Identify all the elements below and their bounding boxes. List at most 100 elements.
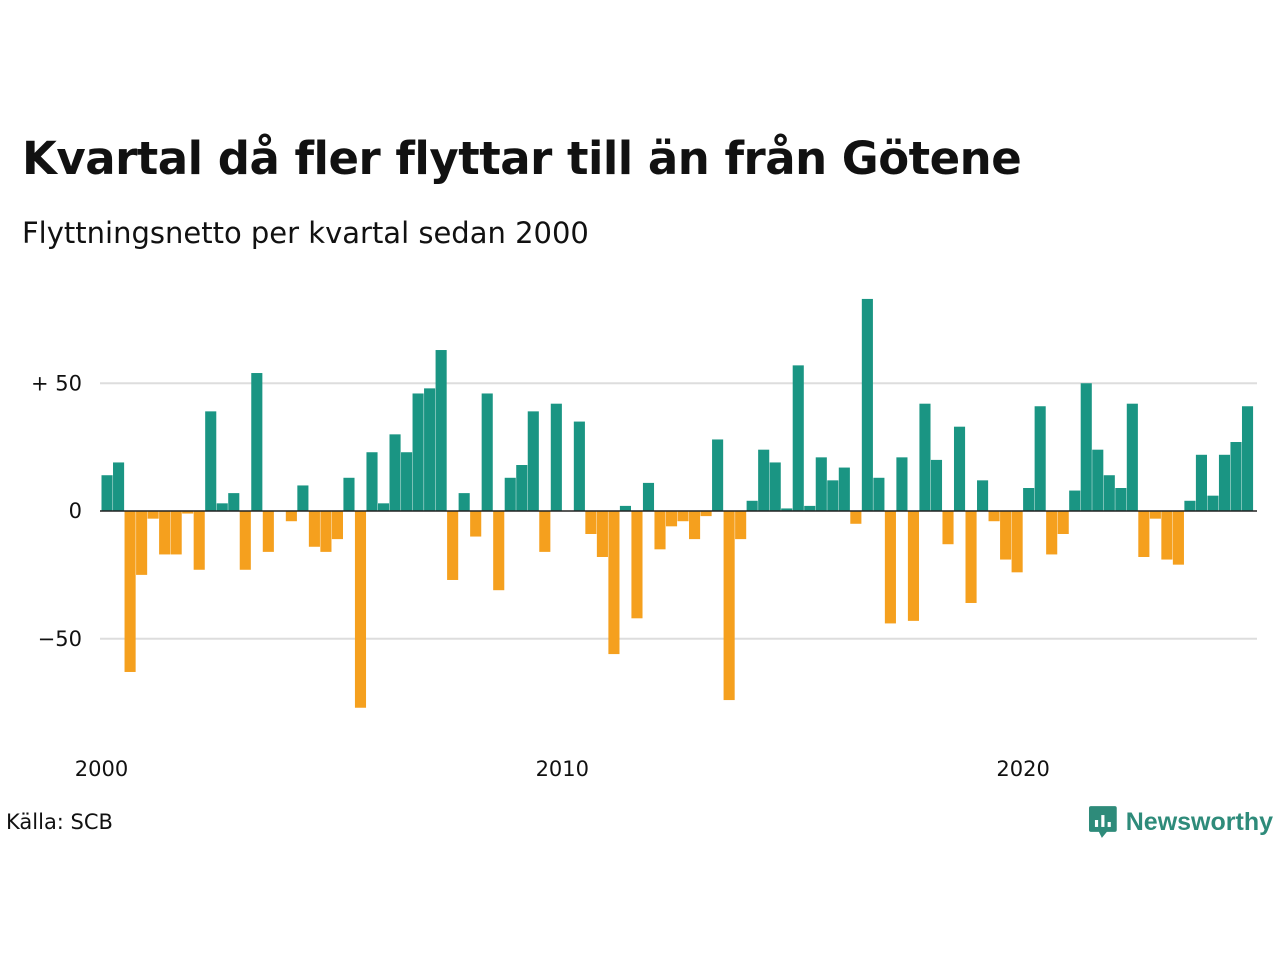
bar [1138, 511, 1150, 557]
bar [205, 411, 217, 512]
bar [712, 439, 724, 511]
bar [827, 480, 839, 511]
gridlines [100, 382, 1257, 640]
bar [504, 477, 516, 511]
bar [608, 511, 620, 655]
bar [412, 393, 424, 511]
bar [550, 403, 562, 511]
bar [470, 511, 482, 537]
bar [366, 452, 378, 512]
bar [297, 485, 309, 511]
bar [1103, 475, 1115, 511]
bar [113, 462, 125, 511]
x-tick-label: 2020 [996, 757, 1049, 781]
bar [424, 388, 436, 511]
bar [308, 511, 320, 547]
bar [251, 373, 263, 511]
bar [458, 493, 470, 512]
bar [216, 503, 228, 511]
bar [654, 511, 666, 550]
chart-speech-bubble-icon [1088, 806, 1117, 838]
bar [1023, 488, 1035, 511]
bar [1207, 495, 1219, 511]
bar [1034, 406, 1046, 512]
bar [850, 511, 862, 524]
bar [1241, 406, 1254, 512]
bar [988, 511, 1000, 522]
bar [239, 511, 251, 570]
bar [539, 511, 551, 552]
bar [746, 500, 758, 511]
bar [573, 421, 585, 511]
bar [193, 511, 205, 570]
bar [700, 511, 712, 517]
bar [147, 511, 159, 519]
newsworthy-logo: Newsworthy [1088, 802, 1273, 842]
bars [101, 298, 1254, 708]
bar [401, 452, 413, 512]
bar [758, 449, 770, 511]
bar [331, 511, 343, 540]
bar [493, 511, 505, 591]
bar [665, 511, 678, 527]
bar [873, 477, 885, 511]
bar [689, 511, 701, 540]
bar [481, 393, 493, 511]
bar [285, 511, 297, 522]
bar [769, 462, 781, 511]
bar [642, 482, 655, 511]
bar [354, 511, 367, 708]
bar [804, 505, 816, 511]
bar [527, 411, 539, 512]
bar [101, 475, 113, 511]
y-tick-label: + 50 [31, 371, 82, 395]
bar [861, 298, 873, 511]
y-tick-label: −50 [38, 627, 82, 651]
bar [1000, 511, 1012, 560]
bar [723, 511, 735, 701]
bar [596, 511, 608, 557]
bar [930, 459, 943, 511]
bar [389, 434, 401, 511]
bar [1218, 454, 1231, 511]
bar [228, 493, 240, 512]
bar [1126, 403, 1138, 511]
bar [792, 365, 804, 512]
bar [781, 508, 793, 511]
bar [631, 511, 643, 619]
bar [884, 511, 896, 624]
bar [516, 465, 528, 511]
bar [1092, 449, 1104, 511]
chart-title: Kvartal då fler flyttar till än från Göt… [22, 132, 1022, 185]
bar [343, 477, 355, 511]
bar [815, 457, 827, 512]
bar [677, 511, 689, 522]
source-label: Källa: SCB [6, 810, 113, 834]
bar [619, 505, 631, 511]
bar [1161, 511, 1173, 560]
x-tick-label: 2000 [75, 757, 128, 781]
bar [377, 503, 390, 511]
bar [1011, 511, 1023, 573]
y-tick-label: 0 [69, 499, 82, 523]
x-tick-label: 2010 [536, 757, 589, 781]
bar [585, 511, 597, 534]
bar [1080, 383, 1092, 511]
bar [1069, 490, 1081, 511]
bar [838, 467, 850, 511]
bar [262, 511, 274, 552]
bar [896, 457, 908, 512]
bar [159, 511, 171, 555]
bar [320, 511, 332, 552]
bar [170, 511, 182, 555]
bar [953, 426, 966, 512]
bar [735, 511, 747, 540]
bar [1184, 500, 1196, 511]
chart-subtitle: Flyttningsnetto per kvartal sedan 2000 [22, 216, 589, 250]
bar [1057, 511, 1069, 534]
bar [1172, 511, 1184, 565]
bar [977, 480, 989, 511]
bar [1149, 511, 1161, 519]
bar [447, 511, 459, 580]
